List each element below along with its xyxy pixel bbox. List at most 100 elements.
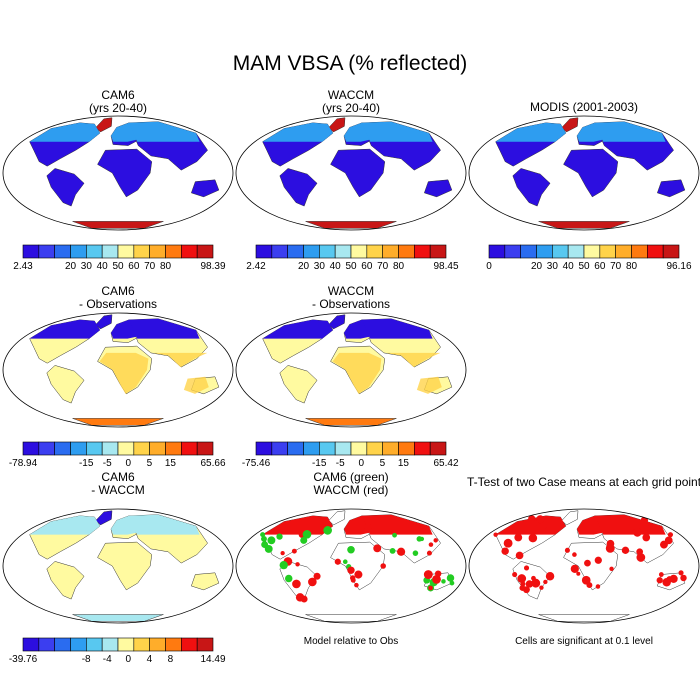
colorbar-cell <box>350 441 368 456</box>
colorbar-tick-label: 70 <box>377 261 389 272</box>
colorbar-cell <box>567 244 585 259</box>
colorbar-tick-label: -75.46 <box>241 458 271 469</box>
colorbar-cell <box>54 637 71 652</box>
colorbar <box>488 244 680 259</box>
colorbar-cell <box>271 244 288 259</box>
significance-spot <box>392 532 397 538</box>
colorbar <box>255 244 447 259</box>
colorbar-tick-label: 20 <box>64 261 77 272</box>
colorbar-tick-label: 0 <box>125 654 132 665</box>
significance-spot <box>572 566 578 572</box>
colorbar-cell <box>429 441 447 456</box>
significance-spot <box>356 572 361 577</box>
northern-band-europe <box>577 515 607 535</box>
significance-spot <box>397 547 406 556</box>
northern-band-namerica <box>29 515 100 535</box>
landmass-antarctica <box>72 614 164 622</box>
northern-band-namerica <box>262 122 333 142</box>
map-border <box>235 312 467 428</box>
colorbar-cell <box>196 244 214 259</box>
colorbar-tick-label: 80 <box>392 261 405 272</box>
landmass-antarctica <box>72 418 164 426</box>
colorbar-cell <box>350 244 368 259</box>
midlat-patch-asia <box>143 352 218 368</box>
colorbar-cell <box>196 637 214 652</box>
colorbar-tick-label: -15 <box>78 458 94 469</box>
colorbar-labels: 2.42 20 30 40 50 60 70 80 98.45 <box>246 261 458 275</box>
colorbar-cell <box>631 244 648 259</box>
colorbar-tick-label: 40 <box>96 261 108 272</box>
significance-spot <box>261 535 267 542</box>
significance-spot <box>260 532 266 538</box>
landmass-greenland <box>328 117 346 133</box>
midlat-patch-australia <box>183 376 209 394</box>
landmass-samerica <box>512 168 551 207</box>
colorbar-tick-label: 60 <box>361 261 373 272</box>
panel-title: CAM6 (yrs 20-40) <box>88 88 147 115</box>
landmass-antarctica <box>538 614 630 622</box>
colorbar-tick-label: 80 <box>159 261 172 272</box>
landmass-greenland <box>561 510 579 526</box>
significance-spot <box>276 533 283 540</box>
significance-spot <box>595 584 601 589</box>
colorbar-tick-label: 0 <box>486 261 492 272</box>
significance-spot <box>423 570 433 580</box>
colorbar-cell <box>22 441 40 456</box>
significance-spot <box>678 570 684 576</box>
map-border <box>2 312 234 428</box>
colorbar-cell <box>38 244 55 259</box>
colorbar-cell <box>181 441 198 456</box>
colorbar-cell <box>101 637 119 652</box>
significance-spot <box>528 515 536 523</box>
colorbar-cell <box>86 244 103 259</box>
significance-spot <box>543 579 548 585</box>
map-border <box>468 508 700 624</box>
significance-spot <box>572 552 577 557</box>
colorbar <box>22 244 214 259</box>
colorbar-cell <box>583 244 601 259</box>
colorbar-tick-label: 98.39 <box>200 261 226 272</box>
northern-band-europe <box>111 122 141 142</box>
significance-spot <box>636 553 646 562</box>
panel-note: Cells are significant at 0.1 level <box>515 636 653 647</box>
significance-spot <box>428 585 433 591</box>
northern-band-europe <box>111 515 141 535</box>
northern-band-europe <box>577 122 607 142</box>
colorbar-cell <box>117 244 135 259</box>
colorbar-labels: 2.43 20 30 40 50 60 70 80 98.39 <box>13 261 225 275</box>
world-map <box>2 312 234 428</box>
colorbar-tick-label: 30 <box>313 261 325 272</box>
northern-band-namerica <box>262 515 333 535</box>
significance-spot <box>640 516 649 525</box>
significance-spot <box>434 570 442 577</box>
significance-spot <box>284 574 293 583</box>
significance-spot <box>539 585 544 590</box>
map-border <box>235 115 467 231</box>
colorbar-tick-label: 70 <box>610 261 622 272</box>
colorbar-tick-label: 60 <box>128 261 140 272</box>
colorbar-cell <box>303 441 320 456</box>
significance-spot <box>525 580 534 588</box>
colorbar-tick-label: 98.45 <box>433 261 459 272</box>
panel-note: Model relative to Obs <box>303 636 399 647</box>
colorbar-cell <box>615 244 632 259</box>
colorbar-cell <box>196 441 214 456</box>
colorbar-tick-label: 30 <box>546 261 558 272</box>
significance-spot <box>656 577 663 584</box>
colorbar-cell <box>366 244 383 259</box>
colorbar-tick-label: 15 <box>397 458 409 469</box>
colorbar-cell <box>70 441 87 456</box>
map-border <box>2 508 234 624</box>
colorbar-cell <box>101 244 119 259</box>
colorbar-labels: -75.46 -15 -5 0 5 15 65.42 <box>242 458 459 472</box>
colorbar-tick-label: 5 <box>379 458 386 469</box>
significance-spot <box>642 533 651 542</box>
significance-spot <box>660 540 668 549</box>
panel-title: CAM6 (green) WACCM (red) <box>313 470 389 497</box>
colorbar-cell <box>271 441 288 456</box>
colorbar-tick-label: 20 <box>530 261 543 272</box>
colorbar-cell <box>117 637 135 652</box>
significance-spot <box>501 547 509 555</box>
midlat-patch-africa <box>99 352 149 394</box>
significance-spot <box>342 559 348 565</box>
